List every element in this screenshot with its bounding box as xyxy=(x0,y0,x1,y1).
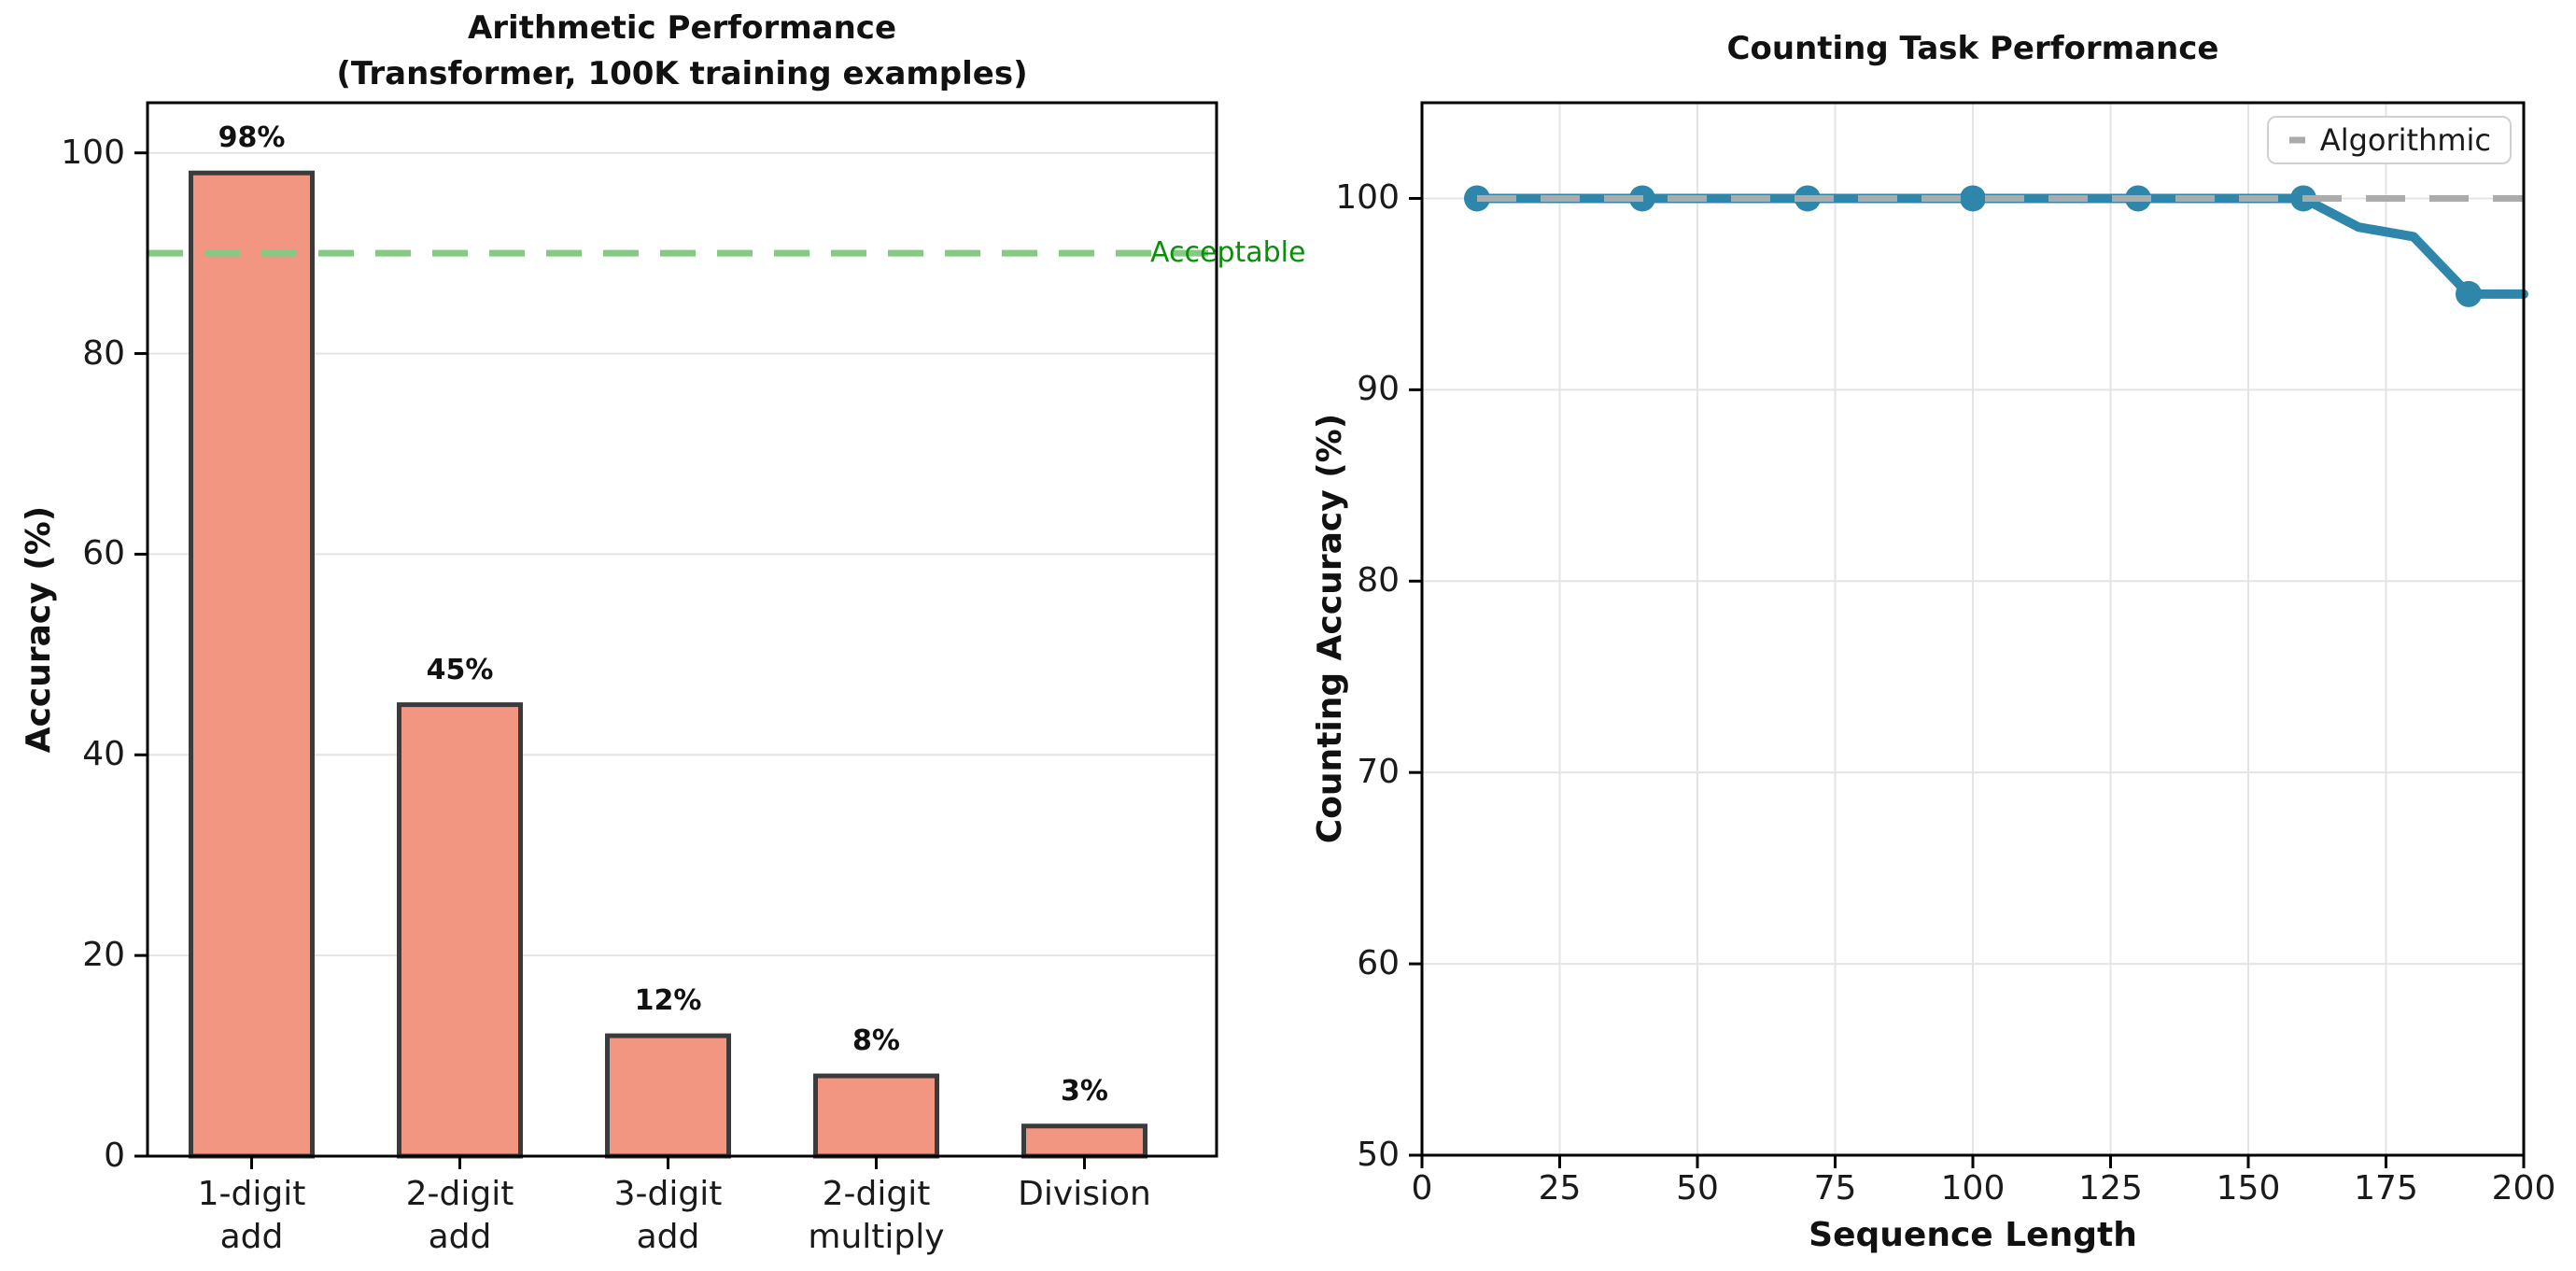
legend: Algorithmic xyxy=(2267,116,2512,164)
right-x-axis-label: Sequence Length xyxy=(1809,1216,2137,1254)
x-category-label: 3-digit add xyxy=(613,1175,723,1256)
bar-value-label: 98% xyxy=(218,121,286,155)
x-tick-label: 100 xyxy=(1940,1169,2006,1207)
x-category-label: 2-digit multiply xyxy=(808,1175,945,1256)
y-tick-label: 90 xyxy=(1357,370,1400,409)
x-tick-label: 75 xyxy=(1813,1169,1857,1207)
right-y-axis-label: Counting Accuracy (%) xyxy=(1311,413,1349,844)
x-tick-label: 0 xyxy=(1411,1169,1433,1207)
left-chart-title-line1: Arithmetic Performance xyxy=(467,9,897,47)
x-tick-label: 200 xyxy=(2491,1169,2556,1207)
left-chart-title: Arithmetic Performance (Transformer, 100… xyxy=(148,6,1217,97)
x-category-label: Division xyxy=(1018,1175,1151,1213)
y-tick-label: 0 xyxy=(104,1137,125,1175)
bar-value-label: 45% xyxy=(426,653,494,686)
y-tick-label: 100 xyxy=(1335,178,1400,218)
x-tick-label: 50 xyxy=(1676,1169,1719,1207)
y-tick-label: 60 xyxy=(1357,944,1400,983)
threshold-label: Acceptable xyxy=(1150,236,1306,269)
bar-value-label: 3% xyxy=(1061,1074,1108,1108)
legend-dash-icon xyxy=(2289,136,2305,144)
y-tick-label: 20 xyxy=(82,936,125,975)
legend-label: Algorithmic xyxy=(2319,122,2491,158)
bar-value-label: 12% xyxy=(634,984,702,1018)
bar-value-label: 8% xyxy=(852,1024,900,1058)
y-tick-label: 80 xyxy=(82,333,125,373)
x-category-label: 2-digit add xyxy=(405,1175,514,1256)
left-chart-title-line2: (Transformer, 100K training examples) xyxy=(336,55,1028,92)
right-chart-title: Counting Task Performance xyxy=(1726,30,2219,67)
y-tick-label: 80 xyxy=(1357,561,1400,600)
y-tick-label: 100 xyxy=(61,133,125,172)
x-tick-label: 125 xyxy=(2078,1169,2143,1207)
x-tick-label: 175 xyxy=(2354,1169,2418,1207)
x-category-label: 1-digit add xyxy=(197,1175,306,1256)
y-tick-label: 70 xyxy=(1357,753,1400,792)
x-tick-label: 25 xyxy=(1538,1169,1582,1207)
x-tick-label: 150 xyxy=(2216,1169,2281,1207)
y-tick-label: 40 xyxy=(82,735,125,774)
y-tick-label: 50 xyxy=(1357,1136,1400,1174)
y-tick-label: 60 xyxy=(82,534,125,573)
